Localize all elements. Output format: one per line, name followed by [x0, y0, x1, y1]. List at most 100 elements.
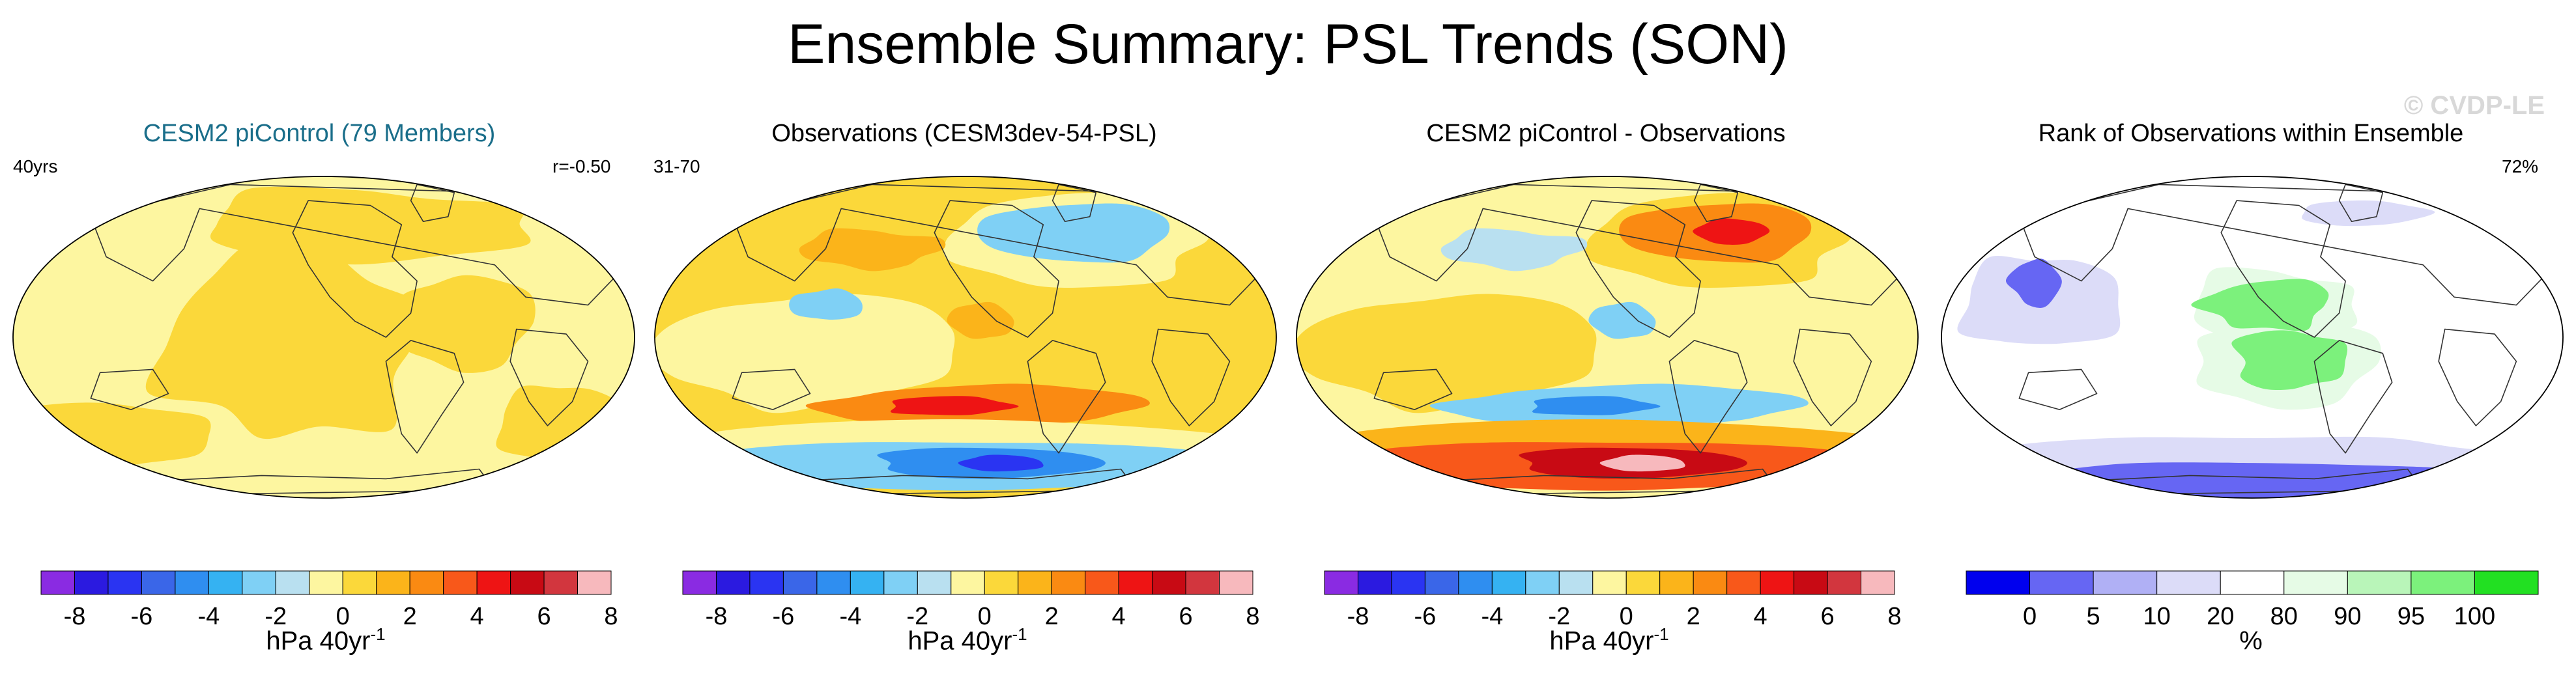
colorbar-tick-label: 6 [1179, 603, 1192, 630]
field-contour-6 [496, 385, 624, 460]
watermark-text: © CVDP-LE [2403, 91, 2545, 120]
colorbar-tick-label: -2 [265, 603, 287, 630]
colorbar-box [1219, 570, 1253, 595]
panel-4-right-label: 72% [2502, 156, 2539, 176]
colorbar-tick-label: 0 [1620, 603, 1633, 630]
map-panel-1 [13, 176, 635, 498]
colorbar-box [510, 570, 545, 595]
colorbar-box [1861, 570, 1895, 595]
greenland-outline [1052, 184, 1097, 222]
colorbar-1: -8 -6 -4 -2 0 2 4 6 8 [40, 570, 618, 630]
field-contour-4 [789, 288, 863, 320]
colorbar-box [1491, 570, 1526, 595]
colorbar-box [1726, 570, 1761, 595]
colorbar-box [107, 570, 142, 595]
colorbar-box [917, 570, 952, 595]
field-contour-5 [977, 203, 1170, 263]
panel-2-left-label: 31-70 [653, 156, 700, 176]
field-contour-7 [1588, 301, 1656, 339]
colorbar-box [342, 570, 377, 595]
south-america-outline [2313, 340, 2393, 454]
field-contour-10 [2302, 200, 2435, 227]
colorbar-box [715, 570, 751, 595]
colorbar-tick-label: 6 [537, 603, 551, 630]
field-contour-9 [1532, 396, 1661, 415]
colorbar-tick-label: 100 [2454, 603, 2495, 630]
map-border-3 [1296, 176, 1919, 499]
field-contour-5 [1693, 218, 1770, 245]
colorbar-tick-label: 4 [1112, 603, 1126, 630]
colorbar-box [40, 570, 75, 595]
map-panel-3 [1296, 176, 1918, 498]
colorbar-tick-label: 6 [1820, 603, 1834, 630]
panel-1-units: hPa 40yr-1 [266, 624, 386, 656]
australia-outline [1373, 368, 1453, 410]
colorbar-box [242, 570, 276, 595]
colorbar-box [476, 570, 511, 595]
colorbar-box [2093, 570, 2158, 595]
colorbar-tick-label: -2 [906, 603, 928, 630]
field-contour-5 [2231, 330, 2348, 390]
australia-outline [90, 368, 169, 410]
south-america-outline [1027, 340, 1106, 454]
colorbar-box [850, 570, 885, 595]
colorbar-2: -8 -6 -4 -2 0 2 4 6 8 [682, 570, 1260, 630]
map-border-1 [12, 176, 635, 499]
colorbar-tick-label: 8 [1246, 603, 1259, 630]
panel-4-title: Rank of Observations within Ensemble [2038, 120, 2464, 147]
colorbar-box [1051, 570, 1086, 595]
colorbar-tick-label: -6 [773, 603, 795, 630]
field-contour-7 [947, 301, 1014, 339]
colorbar-tick-label: -4 [839, 603, 861, 630]
colorbar-box [1152, 570, 1186, 595]
map-panel-2 [655, 176, 1276, 498]
field-contour-6 [1440, 228, 1588, 271]
colorbar-3: -8 -6 -4 -2 0 2 4 6 8 [1324, 570, 1902, 630]
colorbar-box [1592, 570, 1627, 595]
colorbar-tick-label: 0 [2023, 603, 2037, 630]
greenland-outline [2338, 184, 2384, 222]
africa-outline [1151, 328, 1231, 426]
figure-title: Ensemble Summary: PSL Trends (SON) [788, 13, 1788, 76]
map-border-4 [1941, 176, 2564, 499]
south-america-outline [1668, 340, 1748, 454]
colorbar-tick-label: 8 [1887, 603, 1901, 630]
colorbar-box [74, 570, 109, 595]
colorbar-tick-label: 95 [2397, 603, 2425, 630]
colorbar-box [1693, 570, 1728, 595]
panel-1-title: CESM2 piControl (79 Members) [143, 120, 496, 147]
colorbar-box [577, 570, 612, 595]
colorbar-box [1357, 570, 1392, 595]
colorbar-tick-label: 4 [470, 603, 484, 630]
africa-outline [1793, 328, 1872, 426]
field-contour-2 [655, 294, 955, 413]
colorbar-box [175, 570, 209, 595]
field-contour-6 [799, 228, 946, 271]
colorbar-box [682, 570, 717, 595]
colorbar-tick-label: -4 [197, 603, 220, 630]
colorbar-box [2029, 570, 2094, 595]
colorbar-box [1118, 570, 1153, 595]
north-america-outline [934, 200, 1059, 338]
colorbar-box [1558, 570, 1594, 595]
colorbar-box [1760, 570, 1795, 595]
australia-outline [2018, 368, 2098, 410]
north-america-outline [292, 200, 418, 338]
colorbar-box [1424, 570, 1459, 595]
africa-outline [2438, 328, 2517, 426]
field-contour-13 [1599, 454, 1685, 472]
colorbar-box [208, 570, 243, 595]
colorbar-box [1185, 570, 1220, 595]
colorbar-tick-label: 20 [2207, 603, 2234, 630]
australia-outline [732, 368, 811, 410]
colorbar-tick-label: -2 [1548, 603, 1570, 630]
colorbar-box [2474, 570, 2539, 595]
field-contour-4 [2191, 279, 2329, 331]
field-contour-9 [1967, 462, 2549, 498]
colorbar-box [2156, 570, 2221, 595]
colorbar-4: 0 5 10 20 80 90 95 100 [1966, 570, 2539, 630]
field-contour-13 [958, 454, 1044, 472]
panel-3-units: hPa 40yr-1 [1549, 624, 1669, 656]
colorbar-box [443, 570, 478, 595]
